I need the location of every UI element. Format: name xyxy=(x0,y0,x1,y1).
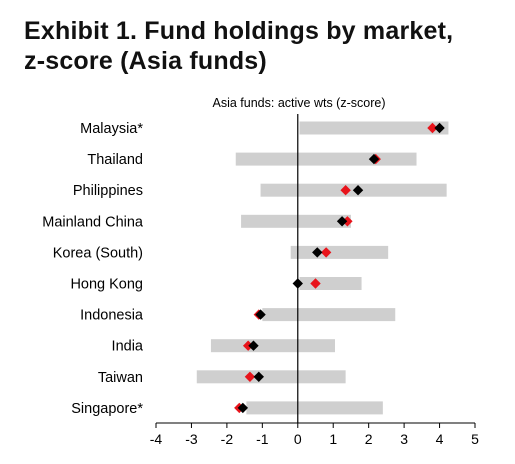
category-label-taiwan: Taiwan xyxy=(98,370,143,386)
category-labels-layer: Malaysia* Thailand Philippines Mainland Chi… xyxy=(42,121,144,417)
x-tick-label: -2 xyxy=(221,431,234,447)
x-tick-label: 1 xyxy=(329,431,337,447)
range-bar-mainland-china xyxy=(241,214,351,228)
category-label-hong-kong: Hong Kong xyxy=(70,277,143,293)
category-label-philippines: Philippines xyxy=(73,183,143,199)
points-layer xyxy=(234,122,445,414)
category-label-korea-south: Korea (South) xyxy=(53,245,143,261)
diamond-red-taiwan xyxy=(244,371,256,382)
range-bar-malaysia xyxy=(299,121,449,135)
range-bar-indonesia xyxy=(262,308,396,322)
diamond-black-philippines xyxy=(352,185,364,196)
exhibit-title-line-1: Exhibit 1. Fund holdings by market, xyxy=(24,17,454,45)
range-bar-thailand xyxy=(235,152,417,166)
diamond-black-india xyxy=(248,340,259,351)
category-label-indonesia: Indonesia xyxy=(80,308,144,324)
exhibit-title-line-2: z-score (Asia funds) xyxy=(24,47,267,75)
exhibit-title: Exhibit 1. Fund holdings by market, z-sc… xyxy=(24,16,494,76)
category-label-thailand: Thailand xyxy=(87,152,143,168)
x-tick-label: -3 xyxy=(185,431,198,447)
x-tick-label: 2 xyxy=(365,431,373,447)
diamond-red-malaysia xyxy=(427,122,438,134)
x-tick-label: 5 xyxy=(471,431,479,447)
category-label-mainland-china: Mainland China xyxy=(42,214,144,230)
diamond-red-india xyxy=(242,340,254,351)
range-bars-layer xyxy=(196,121,449,415)
diamond-red-hong-kong xyxy=(310,278,321,289)
range-bar-hong-kong xyxy=(299,277,362,290)
x-tick-label: 3 xyxy=(400,431,408,447)
diamond-black-indonesia xyxy=(255,309,266,320)
diamond-black-hong-kong xyxy=(292,278,303,289)
chart-subtitle: Asia funds: active wts (z-score) xyxy=(213,96,386,110)
diamond-red-mainland-china xyxy=(342,216,353,227)
range-bar-india xyxy=(210,339,335,353)
category-label-india: India xyxy=(112,339,144,355)
diamond-black-malaysia xyxy=(434,122,445,134)
x-axis: -4 -3 -2 -1 0 1 2 3 4 5 xyxy=(150,422,479,447)
range-bar-taiwan xyxy=(196,370,346,384)
x-tick-label: -4 xyxy=(150,431,163,447)
x-tick-label: 0 xyxy=(294,431,302,447)
category-label-malaysia: Malaysia* xyxy=(80,121,143,137)
category-label-singapore: Singapore* xyxy=(71,401,143,417)
range-bar-singapore xyxy=(246,401,383,415)
x-tick-label: 4 xyxy=(436,431,444,447)
diamond-black-korea-south xyxy=(312,247,323,258)
diamond-black-singapore xyxy=(237,402,249,414)
x-tick-label: -1 xyxy=(256,431,269,447)
range-bar-korea-south xyxy=(290,245,389,259)
diamond-red-korea-south xyxy=(320,247,332,258)
diamond-black-thailand xyxy=(368,153,380,165)
diamond-black-taiwan xyxy=(253,371,264,382)
diamond-black-mainland-china xyxy=(336,216,348,227)
diamond-red-philippines xyxy=(340,185,351,196)
